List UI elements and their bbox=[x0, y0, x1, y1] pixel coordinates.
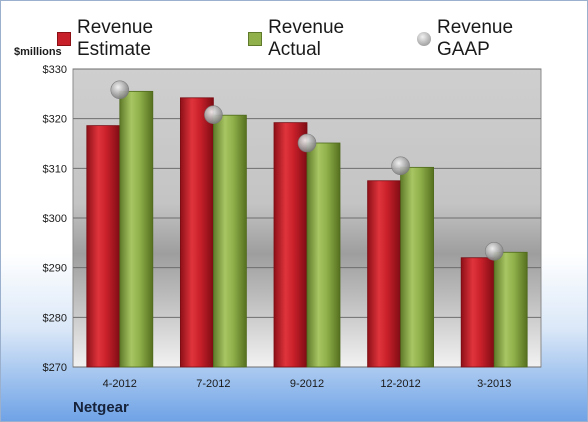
x-tick-label: 9-2012 bbox=[290, 378, 324, 390]
legend-label-estimate: Revenue Estimate bbox=[76, 17, 154, 60]
bar-revenue-estimate bbox=[179, 97, 214, 368]
x-tick-label: 7-2012 bbox=[196, 378, 230, 390]
marker-revenue-gaap bbox=[110, 80, 130, 100]
y-tick-label: $310 bbox=[43, 163, 67, 175]
bar-revenue-actual bbox=[306, 142, 341, 368]
bar-revenue-actual bbox=[212, 114, 247, 368]
x-tick-label: 12-2012 bbox=[380, 378, 420, 390]
legend-label-gaap: Revenue GAAP bbox=[437, 17, 514, 60]
x-tick-label: 4-2012 bbox=[103, 378, 137, 390]
legend-item-revenue-actual: Revenue Actual bbox=[248, 17, 401, 61]
legend: Revenue Estimate Revenue Actual Revenue … bbox=[57, 17, 587, 61]
legend-item-revenue-estimate: Revenue Estimate bbox=[57, 17, 232, 61]
marker-revenue-gaap bbox=[484, 241, 504, 261]
bar-revenue-estimate bbox=[367, 180, 402, 368]
bar-revenue-estimate bbox=[86, 125, 121, 368]
legend-swatch-gaap bbox=[417, 32, 431, 46]
marker-revenue-gaap bbox=[391, 156, 410, 176]
y-tick-label: $320 bbox=[43, 114, 67, 126]
bar-revenue-estimate bbox=[460, 257, 495, 368]
x-tick-label: 3-2013 bbox=[477, 378, 511, 390]
bar-revenue-estimate bbox=[273, 122, 308, 368]
y-tick-label: $280 bbox=[43, 312, 67, 324]
bar-revenue-actual bbox=[400, 166, 435, 368]
legend-swatch-actual bbox=[248, 32, 263, 46]
y-axis-unit-label: $millions bbox=[14, 46, 62, 58]
y-tick-label: $330 bbox=[43, 64, 67, 76]
legend-label-actual: Revenue Actual bbox=[268, 17, 345, 60]
company-label: Netgear bbox=[73, 399, 129, 416]
y-tick-label: $270 bbox=[43, 362, 67, 374]
legend-item-revenue-gaap: Revenue GAAP bbox=[417, 17, 571, 61]
y-tick-label: $290 bbox=[43, 263, 67, 275]
marker-revenue-gaap bbox=[297, 133, 317, 153]
y-tick-label: $300 bbox=[43, 213, 67, 225]
legend-swatch-estimate bbox=[57, 32, 71, 46]
bar-revenue-actual bbox=[493, 251, 528, 368]
bar-revenue-actual bbox=[119, 90, 154, 368]
marker-revenue-gaap bbox=[204, 105, 223, 124]
